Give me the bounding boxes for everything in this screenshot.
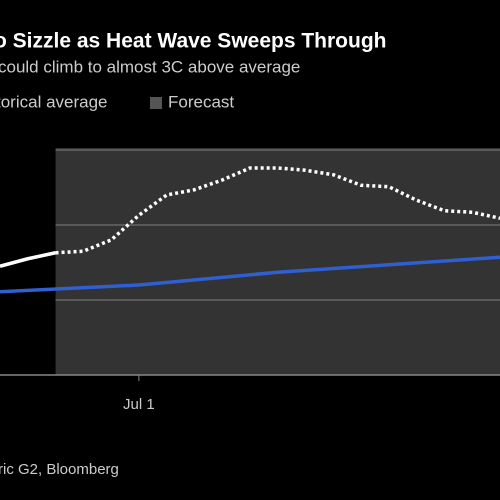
- legend-label: torical average: [0, 92, 108, 111]
- series-line: [0, 251, 56, 268]
- source: ric G2, Bloomberg: [0, 461, 119, 478]
- x-tick-label: Jul 1: [123, 396, 155, 413]
- chart-subtitle: could climb to almost 3C above average: [0, 57, 300, 76]
- chart-title: o Sizzle as Heat Wave Sweeps Through: [0, 30, 387, 53]
- series-line: [0, 255, 500, 294]
- legend-label: Forecast: [168, 92, 234, 111]
- legend-swatch: [150, 97, 162, 109]
